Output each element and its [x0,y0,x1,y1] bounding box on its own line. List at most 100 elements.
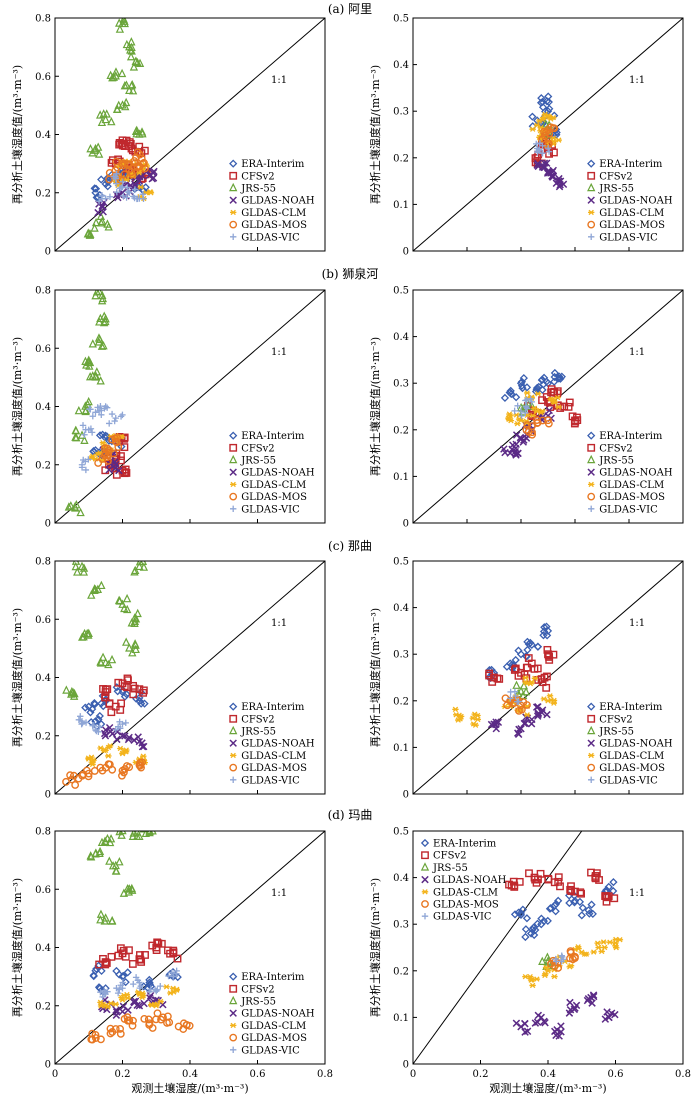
y-tick-label: 0.6 [35,615,51,626]
data-point [567,887,576,895]
data-point [125,824,131,830]
data-point [537,94,546,103]
data-point [139,686,148,695]
data-point [485,671,493,680]
data-point [141,951,149,959]
points-layer [83,18,158,239]
data-point [119,979,126,986]
y-tick-label: 0.5 [393,14,409,25]
data-point [113,434,121,442]
legend-marker [587,702,596,711]
data-point [122,719,129,727]
data-point [542,971,549,977]
data-point [551,907,560,916]
data-point [603,1008,611,1016]
data-point [118,161,127,170]
legend-marker [421,889,429,895]
data-point [115,24,125,33]
y-tick-label: 0.2 [35,188,51,199]
data-point [107,916,117,925]
y-tick-label: 0.2 [393,966,409,977]
data-point [90,767,99,775]
y-axis-label: 再分析土壤湿度值/(m³·m⁻³) [10,608,24,747]
data-point [102,449,110,458]
data-point [179,1019,188,1028]
data-point [112,1001,119,1007]
data-point [524,654,533,662]
legend-label: GLDAS-NOAH [599,739,673,750]
data-point [105,744,112,751]
data-point [104,451,113,460]
data-point [172,970,180,977]
one-to-one-label: 1:1 [271,347,287,358]
legend-marker [229,714,238,723]
data-point [537,914,546,923]
data-point [452,706,459,713]
data-point [123,884,132,893]
legend-label: CFSv2 [599,443,632,454]
legend-label: GLDAS-NOAH [433,875,507,886]
panel-row-label: (c) 那曲 [328,539,372,553]
data-point [565,1009,574,1017]
data-point [89,971,98,980]
y-tick-label: 0 [45,519,51,530]
data-point [612,943,619,949]
data-point [527,401,537,410]
data-point [534,159,542,168]
data-point [550,148,558,157]
data-point [123,968,132,977]
data-point [511,447,519,456]
panel-row-label: (a) 阿里 [328,2,372,16]
data-point [544,139,553,148]
data-point [91,217,101,227]
legend-label: CFSv2 [599,171,632,182]
data-point [107,116,116,126]
data-point [121,101,130,111]
legend-marker [230,776,237,783]
data-point [546,114,553,120]
data-point [94,451,101,457]
data-point [121,465,130,474]
data-point [550,135,557,141]
data-point [68,687,78,697]
legend-label: ERA-Interim [241,702,305,713]
data-point [123,1013,132,1022]
y-tick-label: 0.1 [393,472,409,483]
legend-label: GLDAS-NOAH [241,739,315,750]
legend-label: GLDAS-VIC [241,232,300,243]
data-point [115,857,124,866]
data-point [153,1009,162,1018]
legend-label: JRS-55 [240,727,276,738]
data-point [108,861,118,870]
legend-marker [230,233,237,240]
data-point [105,175,114,184]
data-point [101,732,110,740]
data-point [555,1032,563,1040]
data-point [139,191,147,198]
data-point [567,963,575,969]
data-point [524,427,533,436]
data-point [124,1006,132,1014]
data-point [127,883,137,893]
data-point [112,966,121,976]
scatter-panel: 00.20.40.60.81:1ERA-InterimCFSv2JRS-55GL… [10,14,326,258]
y-axis-label: 再分析土壤湿度值/(m³·m⁻³) [10,878,24,1017]
y-tick-label: 0.3 [393,650,409,661]
data-point [139,831,149,833]
data-point [554,964,563,972]
legend-label: GLDAS-NOAH [599,196,673,207]
legend-label: GLDAS-VIC [599,232,658,243]
data-point [590,949,597,955]
x-axis-label: 观测土壤湿度/(m³·m⁻³) [489,1081,606,1095]
x-tick-label: 0.6 [608,1069,624,1080]
data-point [554,873,563,882]
data-point [119,178,126,186]
data-point [546,693,554,699]
data-point [132,831,142,840]
data-point [131,56,140,66]
data-point [113,170,120,177]
data-point [547,396,554,402]
data-point [575,897,585,906]
legend-marker [229,182,238,192]
data-point [543,952,552,961]
